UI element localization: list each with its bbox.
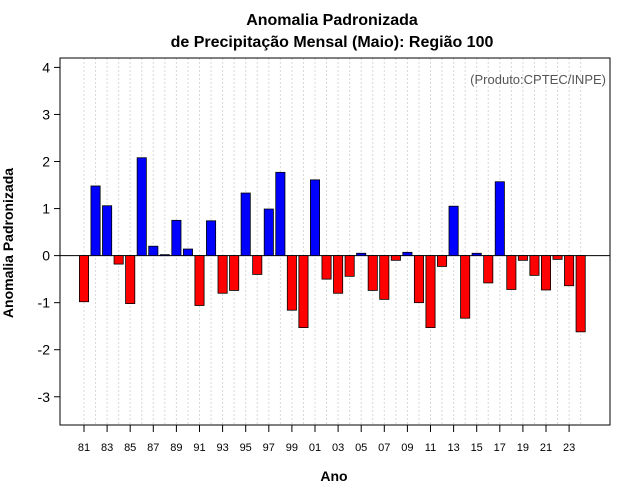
y-tick-label: -1 (38, 295, 51, 311)
x-tick-label: 87 (147, 442, 159, 454)
x-tick-label: 11 (425, 442, 436, 454)
bar-82 (90, 185, 101, 257)
bar-91 (194, 255, 205, 306)
bar-96 (252, 255, 263, 275)
x-tick-label: 93 (216, 442, 228, 454)
y-tick-label: 3 (42, 106, 50, 122)
bar-88 (159, 254, 170, 257)
x-tick-label: 15 (471, 442, 483, 454)
x-tick-label: 91 (193, 442, 205, 454)
bar-15 (471, 252, 482, 257)
x-tick-label: 97 (263, 442, 275, 454)
bar-08 (390, 255, 401, 261)
x-tick-label: 19 (517, 442, 529, 454)
bar-00 (298, 255, 309, 329)
y-tick-label: 0 (42, 248, 50, 264)
bar-97 (263, 208, 274, 257)
chart-subtitle: de Precipitação Mensal (Maio): Região 10… (171, 34, 494, 51)
bar-04 (344, 255, 355, 277)
bar-01 (309, 179, 320, 257)
x-tick-label: 07 (378, 442, 390, 454)
bar-10 (413, 255, 424, 304)
x-axis-label: Ano (320, 468, 347, 484)
bar-21 (541, 255, 552, 291)
bar-14 (460, 255, 471, 319)
bar-16 (483, 255, 494, 284)
x-tick-label: 03 (332, 442, 344, 454)
x-tick-label: 89 (170, 442, 182, 454)
y-axis: -3 -2 -1 0 1 2 3 4 (38, 58, 61, 425)
x-axis: 81 83 85 87 89 91 93 95 97 99 01 03 05 07 09 11 13 15 17 19… (78, 425, 575, 454)
x-tick-label: 85 (124, 442, 136, 454)
bar-18 (506, 255, 517, 290)
bar-84 (113, 255, 124, 265)
bar-83 (102, 205, 113, 257)
y-tick-label: -3 (38, 389, 51, 405)
x-tick-label: 81 (78, 442, 90, 454)
x-tick-label: 17 (494, 442, 506, 454)
bar-02 (321, 255, 332, 280)
y-tick-label: 4 (42, 59, 50, 75)
bar-06 (367, 255, 378, 291)
bar-07 (379, 255, 390, 300)
bar-92 (206, 220, 217, 257)
bar-12 (437, 255, 448, 267)
bar-20 (529, 255, 540, 276)
bar-93 (217, 255, 228, 294)
plot-frame (59, 57, 611, 426)
x-tick-label: 99 (286, 442, 298, 454)
bar-11 (425, 255, 436, 329)
bar-13 (448, 205, 459, 257)
bars (79, 157, 586, 333)
bar-19 (517, 255, 528, 261)
chart-title: Anomalia Padronizada (246, 12, 418, 29)
x-tick-label: 23 (563, 442, 575, 454)
bar-03 (333, 255, 344, 294)
x-tick-label: 01 (309, 442, 321, 454)
x-tick-label: 21 (540, 442, 552, 454)
x-tick-label: 95 (240, 442, 252, 454)
bar-87 (148, 245, 159, 257)
x-tick-label: 05 (355, 442, 367, 454)
bar-98 (275, 171, 286, 257)
bar-90 (182, 248, 193, 257)
x-tick-label: 09 (401, 442, 413, 454)
grid-lines (83, 58, 582, 425)
bar-86 (136, 157, 147, 257)
bar-99 (286, 255, 297, 311)
source-label: (Produto:CPTEC/INPE) (470, 72, 606, 87)
bar-23 (564, 255, 575, 287)
bar-09 (402, 251, 413, 257)
x-tick-label: 83 (101, 442, 113, 454)
bar-22 (552, 255, 563, 260)
y-axis-label: Anomalia Padronizada (0, 168, 16, 318)
y-tick-label: -2 (38, 342, 51, 358)
bar-17 (494, 181, 505, 257)
bar-85 (125, 255, 136, 305)
y-tick-label: 2 (42, 154, 50, 170)
bar-05 (356, 252, 367, 257)
y-tick-label: 1 (42, 201, 50, 217)
bar-94 (229, 255, 240, 291)
bar-81 (79, 255, 90, 303)
bar-95 (240, 192, 251, 257)
bar-24 (575, 255, 586, 333)
bar-89 (171, 219, 182, 257)
x-tick-label: 13 (447, 442, 459, 454)
